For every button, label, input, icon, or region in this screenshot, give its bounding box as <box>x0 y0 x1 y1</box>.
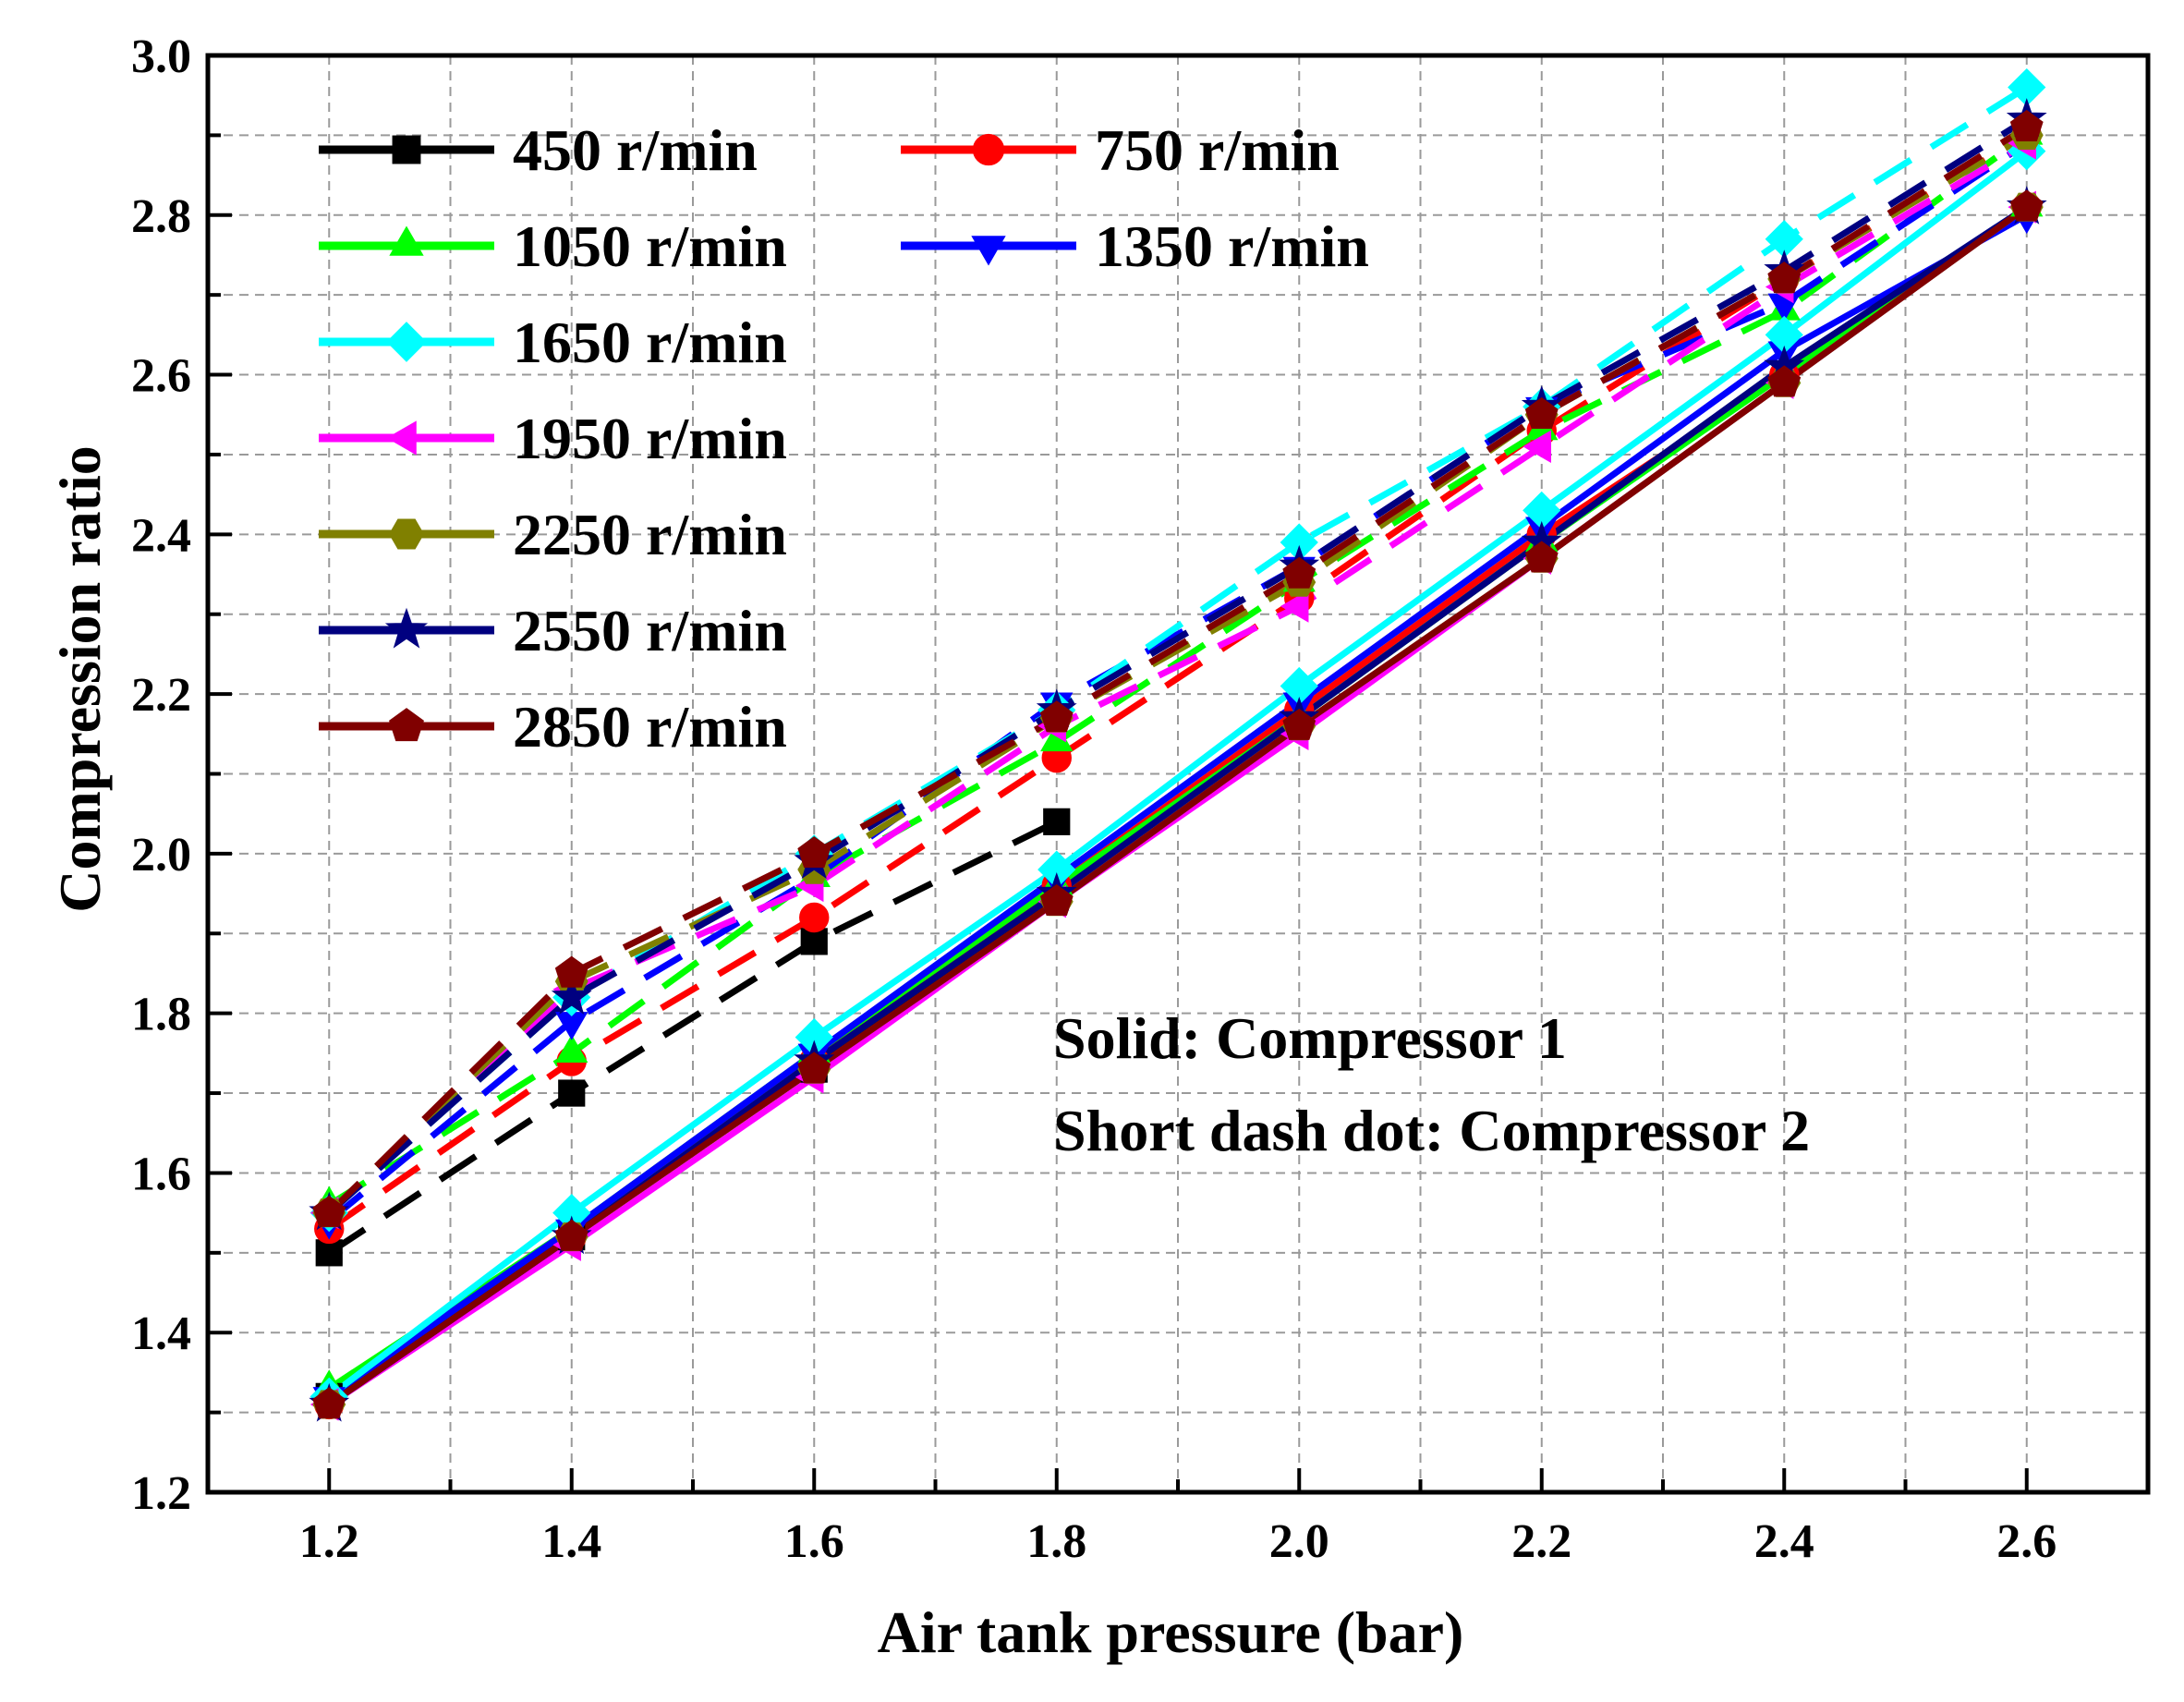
annotation-solid: Solid: Compressor 1 <box>1053 1005 1567 1071</box>
legend-swatch-marker <box>388 518 425 550</box>
data-point-c2-450-r-min <box>558 1079 586 1107</box>
series-line-c2-1050-r-min <box>327 132 2029 1208</box>
data-point-c2-2850-r-min <box>1767 261 1802 294</box>
legend-label: 1050 r/min <box>513 213 787 279</box>
data-point-c1-2850-r-min <box>1282 708 1316 740</box>
legend-label: 1350 r/min <box>1095 213 1369 279</box>
data-point-c2-450-r-min <box>1043 808 1071 835</box>
legend-swatch-marker <box>389 225 424 256</box>
data-point-c2-2850-r-min <box>797 836 831 869</box>
compressor-2-lines <box>326 84 2029 1256</box>
series-line-c1-2850-r-min <box>327 204 2029 1407</box>
legend-label: 450 r/min <box>513 117 758 183</box>
data-point-c2-1950-r-min <box>1523 430 1551 463</box>
data-point-c1-2850-r-min <box>1524 541 1559 573</box>
data-point-c2-2850-r-min <box>312 1195 346 1227</box>
legend-entry: 1950 r/min <box>319 406 787 471</box>
legend-swatch-marker <box>972 133 1005 166</box>
data-point-c2-1050-r-min <box>555 1034 588 1064</box>
y-tick-label: 2.8 <box>131 190 191 243</box>
data-point-c2-1950-r-min <box>1280 590 1309 623</box>
legend-swatch-marker <box>971 236 1006 266</box>
data-markers <box>309 67 2047 1422</box>
series-line-c1-1350-r-min <box>327 212 2029 1400</box>
legend-swatch-marker <box>389 708 424 742</box>
legend-label: 750 r/min <box>1095 117 1340 183</box>
x-axis-label: Air tank pressure (bar) <box>878 1599 1464 1665</box>
legend-entry: 750 r/min <box>901 117 1340 183</box>
legend-entry: 2250 r/min <box>319 502 787 567</box>
data-point-c2-450-r-min <box>315 1239 343 1267</box>
data-point-c2-2850-r-min <box>554 955 588 988</box>
x-tick-label: 2.2 <box>1511 1515 1571 1568</box>
x-tick-label: 1.2 <box>299 1515 359 1568</box>
legend-entry: 2850 r/min <box>319 694 787 760</box>
annotation-dash: Short dash dot: Compressor 2 <box>1053 1098 1810 1163</box>
y-tick-label: 1.8 <box>131 989 191 1041</box>
x-tick-label: 2.0 <box>1269 1515 1329 1568</box>
data-point-c2-2850-r-min <box>1524 396 1559 429</box>
legend-entry: 1650 r/min <box>319 310 787 375</box>
grid <box>208 55 2148 1492</box>
data-point-c2-450-r-min <box>800 928 828 955</box>
data-point-c2-2550-r-min <box>551 976 592 1015</box>
legend-entry: 450 r/min <box>319 117 758 183</box>
legend-swatch-marker <box>384 607 429 649</box>
data-point-c1-2850-r-min <box>1039 883 1074 916</box>
y-axis-label: Compression ratio <box>47 445 113 912</box>
legend-label: 1950 r/min <box>513 406 787 471</box>
x-tick-label: 2.6 <box>1996 1515 2057 1568</box>
legend-entry: 2550 r/min <box>319 598 787 663</box>
x-tick-label: 1.4 <box>541 1515 601 1568</box>
data-point-c2-750-r-min <box>799 902 830 933</box>
x-tick-labels: 1.2 1.4 1.6 1.8 2.0 2.2 2.4 2.6 <box>299 1515 2057 1568</box>
y-tick-label: 1.6 <box>131 1148 191 1200</box>
y-tick-labels: 1.2 1.4 1.6 1.8 2.0 2.2 2.4 2.6 2.8 3.0 <box>131 30 191 1520</box>
legend-label: 1650 r/min <box>513 310 787 375</box>
y-tick-label: 1.4 <box>131 1307 191 1360</box>
axis-ticks <box>206 54 2150 1494</box>
y-tick-label: 2.0 <box>131 829 191 881</box>
legend-entry: 1350 r/min <box>901 213 1369 279</box>
y-tick-label: 2.6 <box>131 350 191 403</box>
y-tick-label: 1.2 <box>131 1467 191 1520</box>
legend: 450 r/min 750 r/min 1050 r/min 1350 r/min 16… <box>319 117 1369 760</box>
data-point-c2-1350-r-min <box>555 1012 588 1040</box>
legend-swatch-marker <box>386 322 427 362</box>
legend-label: 2550 r/min <box>513 598 787 663</box>
series-line-c2-1350-r-min <box>327 140 2029 1223</box>
series-line-c2-450-r-min <box>327 819 1059 1256</box>
x-tick-label: 2.4 <box>1754 1515 1814 1568</box>
x-tick-label: 1.8 <box>1026 1515 1086 1568</box>
data-point-c2-2850-r-min <box>1282 556 1316 589</box>
data-point-c1-2850-r-min <box>554 1219 588 1251</box>
data-point-c1-2850-r-min <box>797 1052 831 1084</box>
data-point-c1-2850-r-min <box>312 1387 346 1419</box>
data-point-c1-2850-r-min <box>1767 365 1802 397</box>
legend-label: 2850 r/min <box>513 694 787 760</box>
data-point-c1-2850-r-min <box>2009 189 2044 222</box>
legend-label: 2250 r/min <box>513 502 787 567</box>
series-line-c2-2550-r-min <box>326 116 2029 1216</box>
legend-swatch-marker <box>392 135 421 164</box>
y-tick-label: 2.4 <box>131 509 191 562</box>
y-tick-label: 2.2 <box>131 669 191 722</box>
x-tick-label: 1.6 <box>784 1515 844 1568</box>
series-line-c2-2850-r-min <box>326 124 2029 1216</box>
compressor-1-lines <box>327 148 2029 1407</box>
series-line-c1-1650-r-min <box>327 148 2029 1400</box>
y-tick-label: 3.0 <box>131 30 191 83</box>
legend-swatch-marker <box>386 420 417 456</box>
data-point-c2-2850-r-min <box>2009 109 2044 141</box>
legend-entry: 1050 r/min <box>319 213 787 279</box>
data-point-c2-2850-r-min <box>1039 700 1074 733</box>
